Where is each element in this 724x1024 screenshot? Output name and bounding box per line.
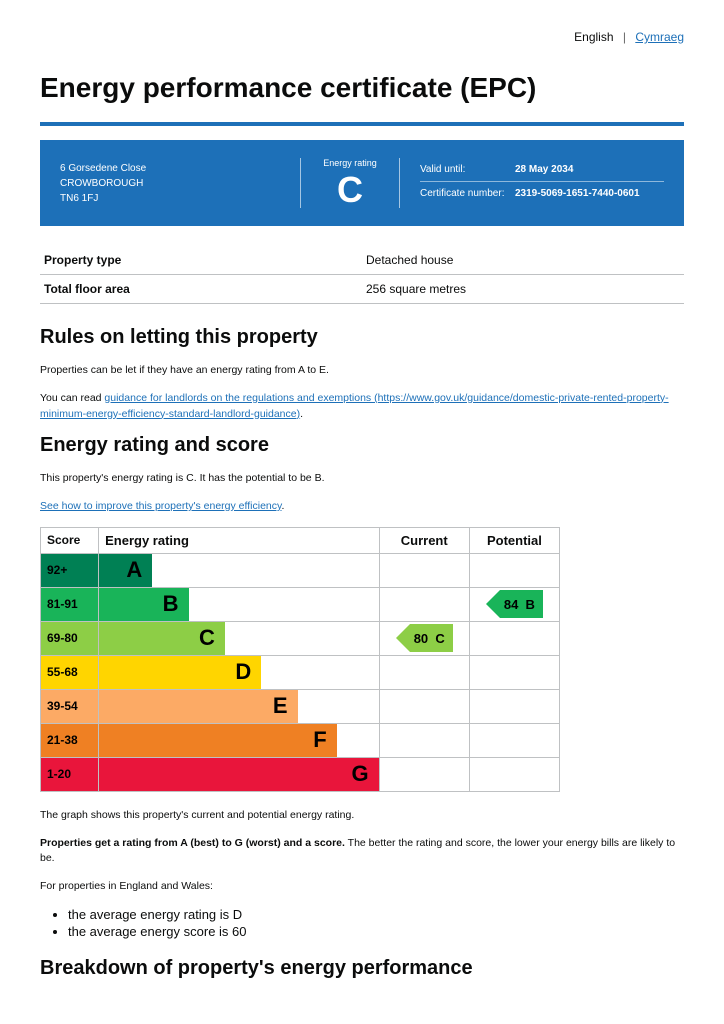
address-block: 6 Gorsedene Close CROWBOROUGH TN6 1FJ (60, 158, 300, 208)
chart-current-cell (379, 655, 469, 689)
chart-score: 1-20 (41, 757, 99, 791)
cert-number-label: Certificate number: (420, 188, 515, 199)
chart-potential-cell (469, 689, 559, 723)
chart-bar-cell: A (99, 553, 380, 587)
cert-number-value: 2319-5069-1651-7440-0601 (515, 188, 664, 199)
address-line: 6 Gorsedene Close (60, 161, 280, 176)
chart-bar-cell: D (99, 655, 380, 689)
chart-current-cell (379, 757, 469, 791)
title-rule (40, 122, 684, 126)
property-table: Property type Detached house Total floor… (40, 246, 684, 304)
table-row: Total floor area 256 square metres (40, 275, 684, 304)
rules-suffix: . (300, 408, 303, 420)
potential-marker: 84 B (500, 590, 543, 618)
chart-current-cell: 80 C (379, 621, 469, 655)
chart-header-rating: Energy rating (99, 527, 380, 553)
table-row: Property type Detached house (40, 246, 684, 275)
chart-bar: G (99, 758, 379, 791)
landlord-guidance-link[interactable]: guidance for landlords on the regulation… (40, 392, 669, 420)
rating-chart: Score Energy rating Current Potential 92… (40, 527, 560, 792)
chart-current-cell (379, 689, 469, 723)
floor-area-label: Total floor area (40, 275, 362, 304)
chart-header-current: Current (379, 527, 469, 553)
list-item: the average energy score is 60 (68, 924, 684, 939)
averages-intro: For properties in England and Wales: (40, 879, 684, 895)
chart-caption: The graph shows this property's current … (40, 808, 684, 824)
floor-area-value: 256 square metres (362, 275, 684, 304)
address-line: TN6 1FJ (60, 191, 280, 206)
chart-header-potential: Potential (469, 527, 559, 553)
chart-score: 39-54 (41, 689, 99, 723)
cert-details: Valid until: 28 May 2034 Certificate num… (400, 158, 664, 208)
chart-potential-cell (469, 621, 559, 655)
chart-bar: E (99, 690, 297, 723)
chart-bar: C (99, 622, 225, 655)
language-switcher: English | Cymraeg (40, 30, 684, 44)
chart-score: 81-91 (41, 587, 99, 621)
rating-heading: Energy rating and score (40, 434, 684, 457)
separator: | (623, 30, 626, 44)
chart-bar: D (99, 656, 261, 689)
chart-header-score: Score (41, 527, 99, 553)
chart-current-cell (379, 553, 469, 587)
rules-prefix: You can read (40, 392, 104, 404)
property-type-label: Property type (40, 246, 362, 275)
chart-bar-cell: F (99, 723, 380, 757)
chart-row: 39-54E (41, 689, 560, 723)
chart-current-cell (379, 587, 469, 621)
summary-box: 6 Gorsedene Close CROWBOROUGH TN6 1FJ En… (40, 140, 684, 226)
rules-text-1: Properties can be let if they have an en… (40, 363, 684, 379)
chart-score: 55-68 (41, 655, 99, 689)
chart-potential-cell (469, 553, 559, 587)
chart-score: 21-38 (41, 723, 99, 757)
chart-bar-cell: E (99, 689, 380, 723)
chart-potential-cell (469, 723, 559, 757)
chart-row: 21-38F (41, 723, 560, 757)
energy-rating-label: Energy rating (311, 158, 389, 168)
valid-until-value: 28 May 2034 (515, 164, 664, 175)
rating-intro: This property's energy rating is C. It h… (40, 471, 684, 487)
chart-row: 81-91B 84 B (41, 587, 560, 621)
chart-row: 92+A (41, 553, 560, 587)
chart-score: 69-80 (41, 621, 99, 655)
chart-bar-cell: G (99, 757, 380, 791)
lang-english: English (574, 30, 613, 44)
page-title: Energy performance certificate (EPC) (40, 72, 684, 104)
address-line: CROWBOROUGH (60, 176, 280, 191)
chart-bar-cell: B (99, 587, 380, 621)
rating-explainer: Properties get a rating from A (best) to… (40, 836, 684, 868)
current-marker: 80 C (410, 624, 453, 652)
chart-bar: A (99, 554, 152, 587)
rules-heading: Rules on letting this property (40, 326, 684, 349)
chart-potential-cell: 84 B (469, 587, 559, 621)
chart-row: 69-80C 80 C (41, 621, 560, 655)
improve-efficiency-link[interactable]: See how to improve this property's energ… (40, 500, 282, 512)
chart-bar: B (99, 588, 188, 621)
energy-rating-letter: C (311, 172, 389, 208)
chart-potential-cell (469, 655, 559, 689)
chart-row: 1-20G (41, 757, 560, 791)
chart-potential-cell (469, 757, 559, 791)
chart-bar: F (99, 724, 337, 757)
chart-score: 92+ (41, 553, 99, 587)
rating-explainer-bold: Properties get a rating from A (best) to… (40, 837, 345, 849)
chart-bar-cell: C (99, 621, 380, 655)
lang-welsh-link[interactable]: Cymraeg (635, 30, 684, 44)
property-type-value: Detached house (362, 246, 684, 275)
breakdown-heading: Breakdown of property's energy performan… (40, 957, 684, 980)
list-item: the average energy rating is D (68, 907, 684, 922)
chart-current-cell (379, 723, 469, 757)
valid-until-label: Valid until: (420, 164, 515, 175)
chart-row: 55-68D (41, 655, 560, 689)
averages-list: the average energy rating is D the avera… (68, 907, 684, 939)
energy-rating-block: Energy rating C (300, 158, 400, 208)
rules-text-2: You can read guidance for landlords on t… (40, 391, 684, 423)
